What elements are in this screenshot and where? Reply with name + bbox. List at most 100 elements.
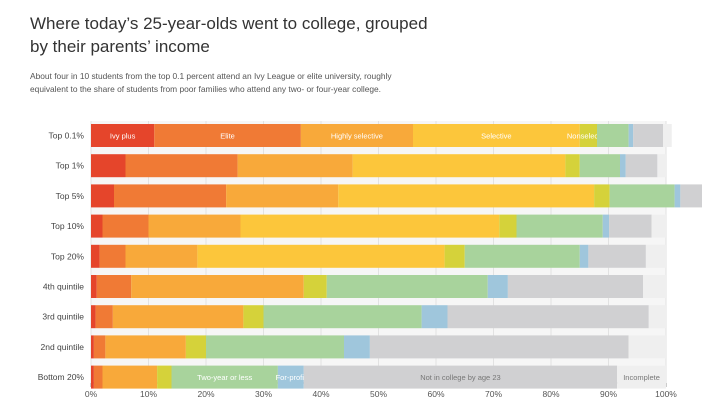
- bar-segment: [157, 365, 172, 389]
- bar-segment: [444, 244, 465, 268]
- bar-segment: [507, 275, 643, 298]
- bar-segment: [105, 335, 186, 359]
- bar-segment: [413, 124, 580, 147]
- bar-segment: [102, 365, 158, 389]
- row-label: Bottom 20%: [38, 372, 85, 382]
- x-tick-label: 40%: [312, 389, 329, 399]
- bar-segment: [112, 305, 244, 329]
- segment-label: Selective: [481, 132, 511, 141]
- bar-segment: [628, 124, 634, 147]
- bar-segment: [303, 275, 327, 298]
- bar-segment: [91, 275, 97, 298]
- row-label: Top 1%: [56, 161, 85, 171]
- bar-segment: [197, 244, 445, 268]
- x-tick-label: 10%: [140, 389, 157, 399]
- bar-segment: [91, 214, 103, 238]
- bar-segment: [237, 154, 353, 178]
- bar-segment: [171, 365, 278, 389]
- bar-segment: [185, 335, 206, 359]
- bar-segment: [93, 365, 103, 389]
- bar-segment: [102, 214, 149, 238]
- bar-segment: [609, 214, 652, 238]
- x-tick-label: 60%: [427, 389, 444, 399]
- bar-segment: [226, 184, 339, 208]
- bar-segment: [643, 275, 666, 298]
- bar-segment: [651, 214, 666, 238]
- bar-segment: [277, 365, 304, 389]
- x-tick-label: 0%: [85, 389, 98, 399]
- x-tick-label: 50%: [370, 389, 387, 399]
- bar-segment: [579, 154, 620, 178]
- x-tick-label: 20%: [197, 389, 214, 399]
- bar-segment: [91, 124, 155, 147]
- bar-segment: [344, 335, 370, 359]
- bar-segment: [243, 305, 264, 329]
- bar-segment: [645, 244, 666, 268]
- bar-segment: [352, 154, 566, 178]
- bar-segment: [464, 244, 580, 268]
- bar-segment: [91, 154, 126, 178]
- bar-segment: [303, 365, 618, 389]
- bar-segment: [91, 335, 94, 359]
- bar-segment: [617, 365, 666, 389]
- row-label: Top 5%: [56, 191, 85, 201]
- bar-segment: [487, 275, 508, 298]
- bar-segment: [633, 124, 664, 147]
- segment-label: Nonselective: [567, 132, 610, 141]
- bar-segment: [95, 305, 113, 329]
- bar-segment: [91, 305, 96, 329]
- bar-segment: [338, 184, 595, 208]
- segment-label: Ivy plus: [110, 132, 136, 141]
- bar-segment: [91, 365, 94, 389]
- bar-segment: [565, 154, 580, 178]
- segment-label: For-profit: [276, 373, 307, 382]
- bar-segment: [499, 214, 517, 238]
- bar-segment: [326, 275, 488, 298]
- bar-segment: [620, 154, 626, 178]
- bar-segment: [125, 154, 238, 178]
- chart-title: Where today’s 25-year-olds went to colle…: [30, 14, 428, 56]
- bar-segment: [93, 335, 106, 359]
- x-tick-label: 30%: [255, 389, 272, 399]
- bar-segment: [447, 305, 649, 329]
- x-tick-label: 100%: [655, 389, 677, 399]
- x-tick-label: 70%: [485, 389, 502, 399]
- bar-segment: [421, 305, 448, 329]
- bar-segment: [263, 305, 422, 329]
- row-label: 3rd quintile: [42, 312, 84, 322]
- bar-segment: [657, 154, 666, 178]
- bar-segment: [579, 244, 589, 268]
- bar-segment: [588, 244, 646, 268]
- segment-label: Two-year or less: [197, 373, 252, 382]
- segment-label: Not in college by age 23: [420, 373, 500, 382]
- bar-segment: [240, 214, 500, 238]
- bar-segment: [648, 305, 666, 329]
- bar-segment: [300, 124, 413, 147]
- bar-segment: [602, 214, 610, 238]
- row-label: Top 20%: [51, 251, 85, 261]
- x-tick-label: 90%: [600, 389, 617, 399]
- bar-segment: [91, 244, 100, 268]
- bar-segment: [369, 335, 629, 359]
- segment-label: Elite: [220, 132, 235, 141]
- bar-segment: [594, 184, 610, 208]
- bar-segment: [609, 184, 675, 208]
- bar-segment: [148, 214, 241, 238]
- row-label: Top 10%: [51, 221, 85, 231]
- bar-segment: [516, 214, 603, 238]
- bar-segment: [597, 124, 629, 147]
- bar-segment: [114, 184, 227, 208]
- bar-segment: [99, 244, 126, 268]
- bar-segment: [154, 124, 301, 147]
- segment-label: Incomplete: [623, 373, 660, 382]
- chart-subtitle: About four in 10 students from the top 0…: [30, 71, 392, 94]
- bar-segment: [96, 275, 132, 298]
- x-tick-label: 80%: [542, 389, 559, 399]
- bar-segment: [206, 335, 344, 359]
- bar-segment: [91, 184, 114, 208]
- bar-segment: [125, 244, 198, 268]
- bar-segment: [579, 124, 597, 147]
- bar-segment: [663, 124, 672, 147]
- bar-segment: [131, 275, 304, 298]
